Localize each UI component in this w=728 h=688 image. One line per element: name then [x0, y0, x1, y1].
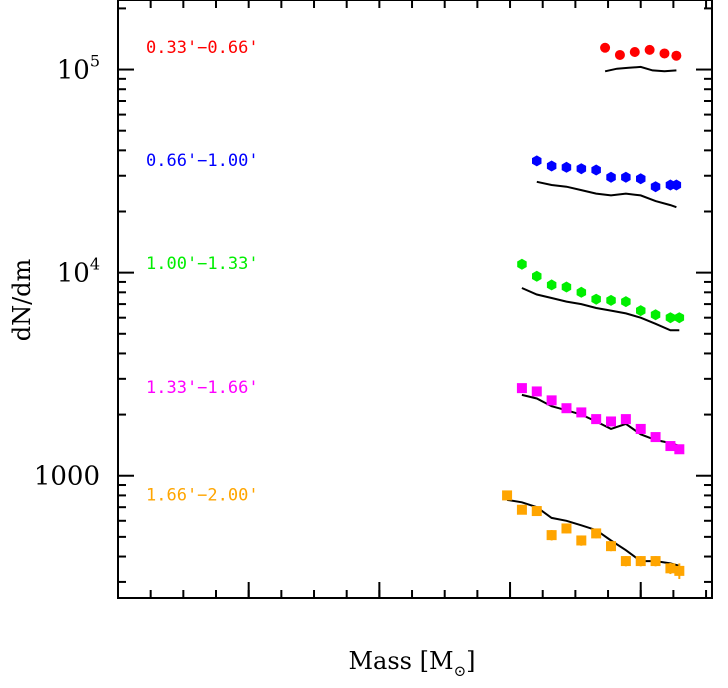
model-line — [536, 180, 677, 209]
data-point — [532, 155, 542, 167]
data-point — [561, 403, 572, 414]
y-axis-title: dN/dm — [8, 258, 36, 341]
series-group: 1.00'−1.33' — [146, 254, 685, 332]
series-label: 1.00'−1.33' — [146, 254, 259, 274]
data-point — [606, 541, 617, 552]
data-point — [665, 312, 676, 324]
data-point — [576, 163, 587, 175]
data-point — [591, 293, 601, 305]
data-point — [650, 309, 661, 321]
y-tick-label-base: 10 — [57, 56, 90, 86]
data-point — [531, 506, 542, 517]
data-point — [621, 296, 631, 308]
y-tick-label-exponent: 4 — [90, 255, 100, 274]
x-axis-title-subscript: ⊙ — [454, 662, 467, 680]
data-point — [546, 279, 557, 291]
data-point — [502, 490, 513, 501]
data-point — [591, 528, 602, 539]
x-axis-title-close: ] — [466, 647, 475, 675]
data-point — [606, 416, 617, 427]
data-point — [600, 42, 611, 53]
data-point — [591, 414, 602, 425]
x-axis-title: Mass [M⊙] — [348, 647, 475, 680]
data-point — [674, 565, 685, 576]
series-group: 1.66'−2.00' — [146, 485, 685, 580]
data-point — [635, 423, 646, 434]
data-point — [517, 258, 527, 270]
data-point — [531, 386, 542, 397]
data-point — [532, 270, 542, 282]
data-point — [674, 444, 685, 455]
series-group: 0.33'−0.66' — [146, 38, 682, 73]
data-point — [665, 563, 676, 574]
series-group: 0.66'−1.00' — [146, 151, 682, 209]
data-point — [644, 44, 655, 55]
data-point — [576, 407, 587, 418]
data-point — [606, 294, 616, 306]
data-point — [614, 49, 625, 60]
data-point — [561, 281, 572, 293]
data-point — [671, 50, 682, 61]
y-tick-label: 1000 — [34, 462, 100, 492]
y-tick-label: 105 — [57, 52, 100, 86]
data-point — [635, 556, 646, 567]
data-point — [671, 179, 682, 191]
data-point — [636, 173, 646, 185]
data-point — [621, 171, 631, 183]
data-point — [561, 523, 572, 534]
data-point — [659, 48, 670, 59]
x-axis-title-main: Mass [M — [348, 647, 453, 675]
model-line — [604, 65, 677, 73]
data-point — [576, 286, 587, 298]
data-point — [591, 164, 601, 176]
data-point — [561, 161, 572, 173]
y-tick-label-exponent: 5 — [90, 52, 100, 71]
data-point — [665, 441, 676, 452]
data-point — [546, 160, 557, 172]
series-label: 0.66'−1.00' — [146, 151, 259, 171]
data-point — [650, 556, 661, 567]
y-tick-label: 104 — [57, 255, 100, 289]
data-point — [546, 395, 557, 406]
data-point — [606, 171, 616, 183]
y-tick-label-base: 10 — [57, 259, 90, 289]
y-tick-label-base: 1000 — [34, 462, 100, 492]
data-point — [516, 383, 527, 394]
data-point — [674, 312, 685, 324]
data-point — [516, 504, 527, 515]
series-label: 1.66'−2.00' — [146, 485, 259, 505]
plot-area: 0.33'−0.66' 0.66'−1.00' 1.00'−1.33' 1.33'−1… — [146, 38, 685, 580]
data-point — [620, 414, 631, 425]
series-group: 1.33'−1.66' — [146, 378, 685, 455]
series-label: 1.33'−1.66' — [146, 378, 259, 398]
model-line — [521, 287, 680, 332]
series-label: 0.33'−0.66' — [146, 38, 259, 58]
data-point — [576, 535, 587, 546]
data-point — [650, 181, 661, 193]
data-point — [629, 47, 640, 58]
plot-frame — [117, 0, 713, 599]
data-point — [650, 432, 661, 443]
data-point — [620, 556, 631, 567]
data-point — [636, 305, 646, 317]
data-point — [546, 530, 557, 541]
